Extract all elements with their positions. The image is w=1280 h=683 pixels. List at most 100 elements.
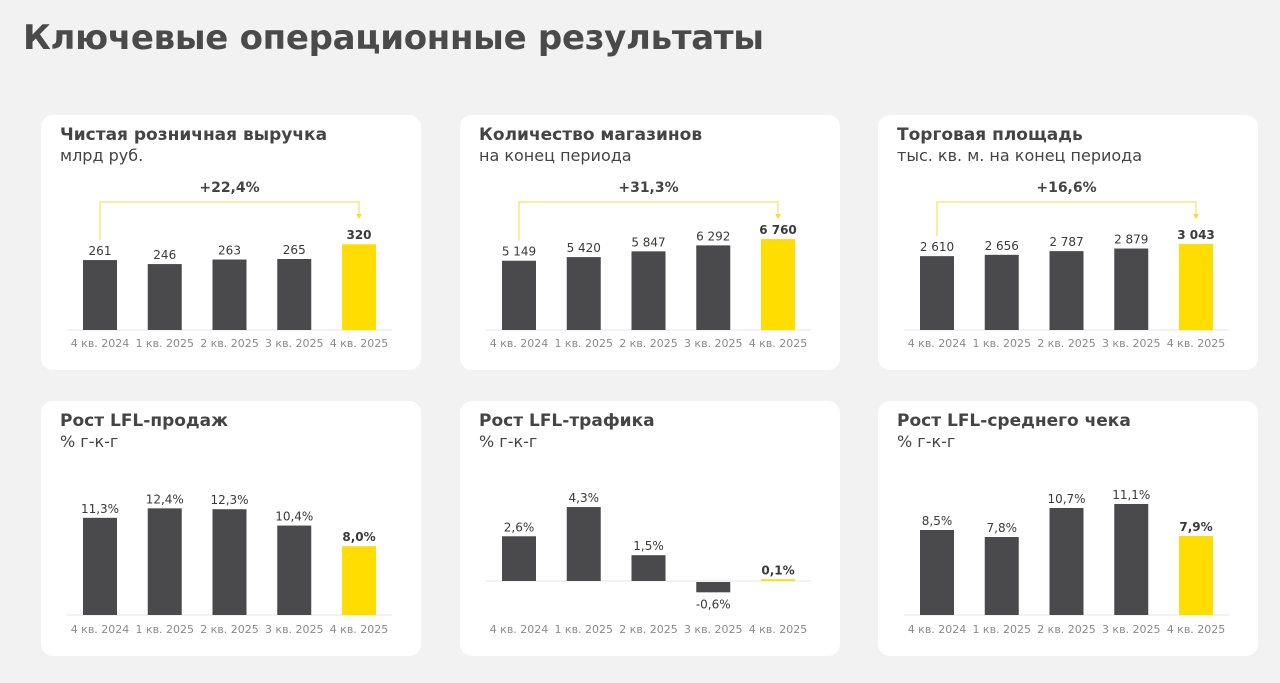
bar [342,546,376,615]
growth-bracket [518,201,779,241]
bar [1179,243,1213,330]
bar [212,259,247,330]
category-label: 3 кв. 2025 [265,337,324,350]
card-lfl-average-ticket: Рост LFL-среднего чека % г-к-г 8,5% 4 кв.… [878,401,1258,656]
bar [761,579,795,581]
value-label: 5 420 [567,241,601,255]
growth-label: +31,3% [618,180,678,196]
category-label: 4 кв. 2024 [71,623,130,636]
chart-subtitle: % г-к-г [897,432,956,451]
arrow-down-icon [775,214,781,219]
category-label: 4 кв. 2024 [71,337,130,350]
bar [147,508,182,615]
bar [1049,508,1084,615]
category-label: 2 кв. 2025 [200,337,259,350]
bar [502,260,536,330]
chart-svg: 2,6% 4 кв. 2024 4,3% 1 кв. 2025 1,5% 2 кв. 20… [486,491,811,636]
chart-subtitle: % г-к-г [60,432,119,451]
value-label: 8,0% [342,530,375,544]
bar [984,254,1019,330]
category-label: 1 кв. 2025 [554,623,613,636]
bar [920,256,954,330]
value-label: 5 847 [631,235,665,249]
chart-subtitle: тыс. кв. м. на конец периода [897,146,1143,165]
chart-title: Чистая розничная выручка [60,125,328,145]
bar [631,555,666,581]
chart-svg: 8,5% 4 кв. 2024 7,8% 1 кв. 2025 10,7% 2 кв. 2… [904,488,1229,636]
category-label: 4 кв. 2024 [908,623,967,636]
bar [920,530,954,615]
value-label: 12,3% [210,493,248,507]
growth-bracket [99,201,360,241]
value-label: 3 043 [1177,228,1215,242]
bar [696,245,731,330]
bar [566,257,601,330]
category-label: 4 кв. 2025 [749,337,808,350]
category-label: 4 кв. 2024 [908,337,967,350]
category-label: 3 кв. 2025 [1102,623,1161,636]
value-label: 2 787 [1049,235,1083,249]
bar [1179,536,1213,615]
arrow-down-icon [356,214,362,219]
category-label: 4 кв. 2025 [749,623,808,636]
value-label: 2 610 [920,240,954,254]
category-label: 2 кв. 2025 [619,337,678,350]
category-label: 2 кв. 2025 [1037,623,1096,636]
chart-title: Рост LFL-трафика [479,411,655,431]
card-selling-space: Торговая площадь тыс. кв. м. на конец пе… [878,115,1258,370]
chart-subtitle: млрд руб. [60,146,144,165]
category-label: 2 кв. 2025 [619,623,678,636]
bar [566,507,601,581]
bar [761,239,795,330]
value-label: 2,6% [504,520,535,534]
chart-subtitle: % г-к-г [479,432,538,451]
bar [984,537,1019,615]
category-label: 1 кв. 2025 [554,337,613,350]
chart-title: Количество магазинов [479,125,703,145]
arrow-down-icon [1193,214,1199,219]
value-label: 4,3% [569,491,600,505]
bar [502,536,536,581]
bar [212,509,247,615]
page-title: Ключевые операционные результаты [23,18,764,58]
category-label: 1 кв. 2025 [972,623,1031,636]
card-lfl-traffic: Рост LFL-трафика % г-к-г 2,6% 4 кв. 2024 4… [460,401,840,656]
growth-label: +22,4% [199,180,259,196]
chart-svg: 5 149 4 кв. 2024 5 420 1 кв. 2025 5 847 2 кв.… [486,180,811,350]
value-label: 2 656 [985,239,1019,253]
bar [83,260,117,330]
growth-bracket [936,201,1197,237]
bar [1114,504,1149,615]
category-label: 3 кв. 2025 [684,337,743,350]
bar [277,525,312,615]
chart-title: Торговая площадь [897,125,1083,145]
bar [83,517,117,615]
bar [147,264,182,330]
category-label: 1 кв. 2025 [972,337,1031,350]
value-label: 10,7% [1047,492,1085,506]
value-label: 246 [153,248,176,262]
value-label: 261 [89,244,112,258]
value-label: 11,1% [1112,488,1150,502]
category-label: 4 кв. 2025 [330,623,389,636]
category-label: 4 кв. 2025 [330,337,389,350]
category-label: 4 кв. 2025 [1167,623,1226,636]
card-store-count: Количество магазинов на конец периода 5 … [460,115,840,370]
value-label: 0,1% [761,563,794,577]
category-label: 3 кв. 2025 [265,623,324,636]
value-label: 265 [283,243,306,257]
bar [1049,251,1084,330]
bar [342,244,376,330]
category-label: 3 кв. 2025 [1102,337,1161,350]
value-label: 6 760 [759,223,797,237]
chart-title: Рост LFL-среднего чека [897,411,1131,431]
value-label: 7,8% [987,521,1018,535]
value-label: 7,9% [1179,520,1212,534]
value-label: 2 879 [1114,233,1148,247]
category-label: 4 кв. 2024 [490,337,549,350]
value-label: 263 [218,244,241,258]
value-label: 8,5% [922,514,953,528]
card-lfl-sales: Рост LFL-продаж % г-к-г 11,3% 4 кв. 2024 1… [41,401,421,656]
value-label: 5 149 [502,245,536,259]
value-label: -0,6% [696,597,731,611]
